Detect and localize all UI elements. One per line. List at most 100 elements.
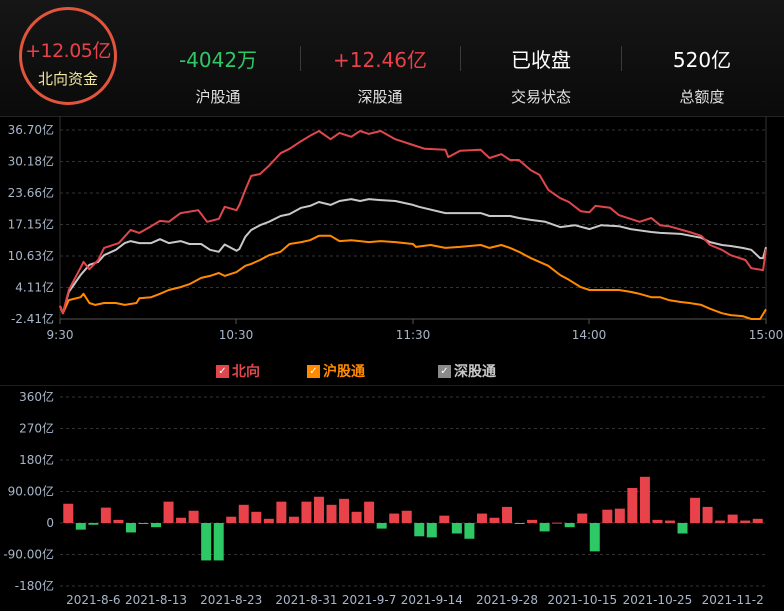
bar [163, 501, 174, 523]
bar [740, 520, 751, 523]
x-tick-label: 2021-8-6 [66, 593, 120, 607]
legend-shanghai-connect[interactable]: ✓ 沪股通 [307, 361, 365, 381]
x-tick-label: 2021-10-25 [623, 593, 693, 607]
bar [627, 488, 638, 523]
bar [351, 511, 362, 523]
bar [502, 506, 513, 523]
bar [100, 507, 111, 523]
bar [263, 518, 274, 523]
x-tick-label: 2021-9-7 [342, 593, 396, 607]
bar [326, 504, 337, 523]
bar [113, 519, 124, 523]
bar [414, 523, 425, 537]
stat-value: +12.46亿 [332, 48, 427, 72]
x-tick-label: 2021-10-15 [547, 593, 617, 607]
bar [313, 496, 324, 523]
bar [213, 523, 224, 561]
bar [176, 517, 187, 523]
legend-label: 深股通 [454, 364, 496, 380]
y-tick-label: -2.41亿 [11, 311, 54, 326]
bar [539, 523, 550, 532]
bar [88, 523, 99, 525]
y-tick-label: 36.70亿 [8, 122, 54, 137]
bar [364, 501, 375, 523]
bar [451, 523, 462, 534]
bar [639, 476, 650, 523]
divider [300, 46, 301, 71]
bar [439, 515, 450, 523]
bar [288, 516, 299, 523]
bar [151, 523, 162, 528]
x-tick-label: 9:30 [47, 328, 74, 342]
x-tick-label: 2021-8-13 [125, 593, 187, 607]
bar [476, 513, 487, 523]
bar [677, 523, 688, 534]
bar [276, 501, 287, 523]
daily-flow-bar-chart: 360亿 270亿 180亿 90.00亿 0 -90.00亿 -180亿 2021-8-6 2… [3, 389, 766, 607]
section-divider [0, 385, 784, 386]
bar [389, 513, 400, 523]
x-tick-label: 2021-8-23 [200, 593, 262, 607]
bar [552, 522, 563, 524]
series-line-沪股通 [59, 234, 767, 320]
y-tick-label: 4.11亿 [15, 280, 54, 295]
bar [727, 514, 738, 523]
stat-value: 520亿 [672, 48, 732, 72]
legend-north[interactable]: ✓ 北向 [216, 361, 260, 381]
bar [125, 523, 136, 533]
y-tick-label: 17.15亿 [8, 217, 54, 232]
x-tick-label: 14:00 [572, 328, 607, 342]
bar [226, 516, 237, 523]
bar [589, 523, 600, 552]
intraday-flow-line-chart: 36.70亿 30.18亿 23.66亿 17.15亿 10.63亿 4.11亿 -2.41… [8, 116, 784, 342]
bar [63, 503, 74, 523]
bar [339, 498, 350, 523]
x-tick-label: 10:30 [219, 328, 254, 342]
y-tick-label: -90.00亿 [3, 547, 54, 562]
y-tick-label: -180亿 [15, 578, 54, 593]
y-tick-label: 90.00亿 [8, 484, 54, 499]
bar [75, 523, 86, 530]
stat-label: 沪股通 [195, 88, 241, 106]
bar [652, 519, 663, 523]
north-flow-badge: +12.05亿 北向资金 [19, 7, 117, 105]
divider [460, 46, 461, 71]
stat-value: -4042万 [178, 48, 258, 72]
bar [376, 523, 387, 529]
x-tick-label: 2021-9-14 [401, 593, 463, 607]
bar [527, 519, 538, 523]
checkbox-checked-icon[interactable]: ✓ [216, 364, 229, 378]
y-tick-label: 180亿 [19, 452, 54, 467]
summary-header: +12.05亿 北向资金 -4042万 沪股通 +12.46亿 深股通 已收盘 … [0, 0, 784, 117]
x-tick-label: 11:30 [396, 328, 431, 342]
bar [715, 520, 726, 523]
bar [690, 497, 701, 523]
checkbox-checked-icon[interactable]: ✓ [307, 364, 320, 378]
stat-label: 交易状态 [510, 88, 571, 106]
bar [251, 511, 262, 523]
legend-shenzhen-connect[interactable]: ✓ 深股通 [438, 361, 496, 381]
bar [138, 523, 149, 524]
bar [702, 506, 713, 523]
bar [577, 513, 588, 523]
series-line-深股通 [59, 198, 767, 315]
bar [464, 523, 475, 539]
x-tick-label: 15:00 [749, 328, 784, 342]
divider [621, 46, 622, 71]
stat-value: 已收盘 [511, 48, 571, 72]
bar [201, 523, 212, 561]
y-tick-label: 0 [46, 516, 54, 530]
bar [301, 501, 312, 523]
north-flow-label: 北向资金 [37, 70, 98, 88]
x-tick-label: 2021-11-2 [702, 593, 764, 607]
bar [614, 508, 625, 523]
north-flow-value: +12.05亿 [25, 40, 111, 62]
bar [664, 520, 675, 523]
y-tick-label: 270亿 [19, 421, 54, 436]
legend-label: 沪股通 [323, 364, 365, 380]
series-line-北向 [59, 130, 767, 315]
checkbox-checked-icon[interactable]: ✓ [438, 364, 451, 378]
x-tick-label: 2021-9-28 [476, 593, 538, 607]
bar [238, 504, 249, 523]
bar [514, 523, 525, 524]
